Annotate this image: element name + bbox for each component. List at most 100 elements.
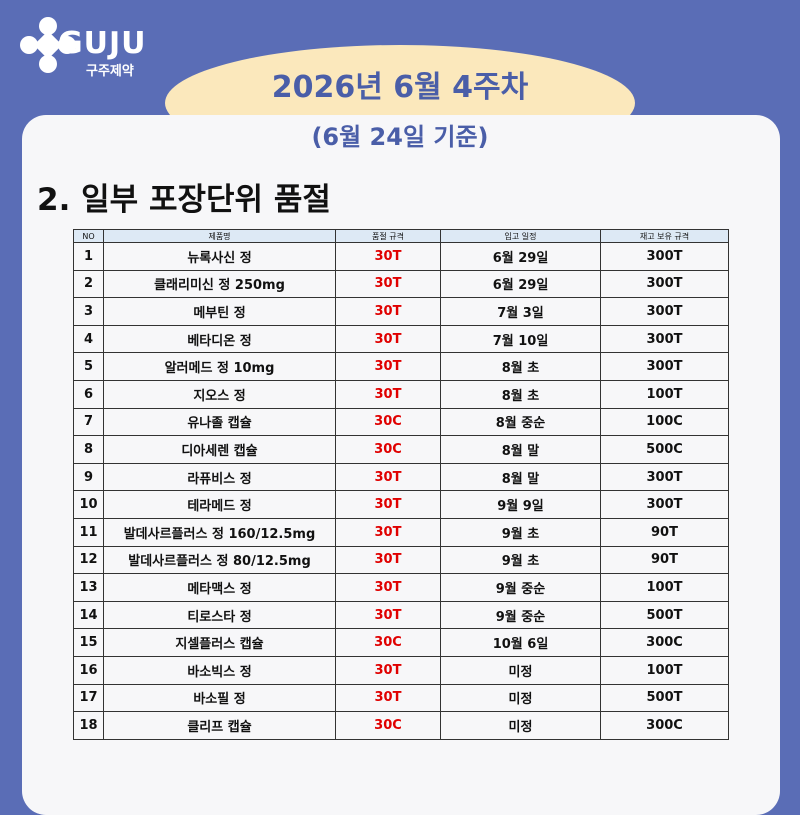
table-cell: 8월 말	[440, 462, 601, 492]
table-cell: 11	[73, 517, 104, 547]
table-cell: 알러메드 정 10mg	[103, 352, 336, 381]
table-cell: 30T	[335, 462, 441, 492]
table-cell: 30C	[335, 628, 441, 657]
table-cell: 발데사르플러스 정 160/12.5mg	[103, 517, 336, 547]
table-cell: 테라메드 정	[103, 490, 336, 519]
logo-subtitle: 구주제약	[86, 64, 134, 79]
table-cell: 티로스타 정	[103, 600, 336, 630]
table-cell: 15	[73, 628, 104, 657]
table-cell: 지오스 정	[103, 379, 336, 409]
table-cell: 30C	[335, 435, 441, 464]
table-cell: 12	[73, 545, 104, 575]
table-cell: 클리프 캡슐	[103, 711, 336, 740]
table-cell: 30T	[335, 490, 441, 519]
table-row: 14 티로스타 정 30T 9월 중순 500T	[73, 600, 729, 630]
table-cell: 6월 29일	[440, 269, 601, 299]
title: 2026년 6월 4주차	[271, 70, 529, 105]
table-cell: 30T	[335, 379, 441, 409]
table-row: 4 베타디온 정 30T 7월 10일 300T	[73, 324, 729, 354]
table-cell: 30T	[335, 269, 441, 299]
table-cell: 1	[73, 242, 104, 271]
table-cell: 300T	[600, 352, 729, 381]
table-cell: 라퓨비스 정	[103, 462, 336, 492]
column-header: NO	[73, 229, 104, 243]
table-cell: 미정	[440, 711, 601, 740]
table-cell: 뉴록사신 정	[103, 242, 336, 271]
table-row: 12 발데사르플러스 정 80/12.5mg 30T 9월 초 90T	[73, 545, 729, 575]
subtitle: (6월 24일 기준)	[311, 123, 489, 151]
table-row: 3 메부틴 정 30T 7월 3일 300T	[73, 297, 729, 326]
table-cell: 300T	[600, 490, 729, 519]
table-cell: 미정	[440, 655, 601, 685]
table-cell: 유나졸 캡슐	[103, 407, 336, 437]
table-cell: 6	[73, 379, 104, 409]
table-cell: 9월 9일	[440, 490, 601, 519]
table-row: 7 유나졸 캡슐 30C 8월 중순 100C	[73, 407, 729, 437]
table-cell: 300T	[600, 269, 729, 299]
table-cell: 7월 3일	[440, 297, 601, 326]
table-cell: 300T	[600, 297, 729, 326]
table-cell: 500T	[600, 600, 729, 630]
table-cell: 9월 중순	[440, 600, 601, 630]
column-header: 재고 보유 규격	[600, 229, 729, 243]
column-header: 품절 규격	[335, 229, 441, 243]
table-row: 10 테라메드 정 30T 9월 9일 300T	[73, 490, 729, 519]
table-row: 18 클리프 캡슐 30C 미정 300C	[73, 711, 729, 740]
table-cell: 100T	[600, 379, 729, 409]
table-cell: 클래리미신 정 250mg	[103, 269, 336, 299]
table-cell: 베타디온 정	[103, 324, 336, 354]
table-cell: 9	[73, 462, 104, 492]
table-cell: 16	[73, 655, 104, 685]
table-row: 15 지셀플러스 캡슐 30C 10월 6일 300C	[73, 628, 729, 657]
table-cell: 300C	[600, 628, 729, 657]
table-cell: 8월 초	[440, 352, 601, 381]
table-cell: 30T	[335, 655, 441, 685]
table-cell: 30T	[335, 517, 441, 547]
table-row: 17 바소필 정 30T 미정 500T	[73, 683, 729, 713]
table-cell: 14	[73, 600, 104, 630]
table-row: 6 지오스 정 30T 8월 초 100T	[73, 379, 729, 409]
table-cell: 미정	[440, 683, 601, 713]
table-row: 2 클래리미신 정 250mg 30T 6월 29일 300T	[73, 269, 729, 299]
table-cell: 500T	[600, 683, 729, 713]
table-cell: 500C	[600, 435, 729, 464]
table-cell: 8월 초	[440, 379, 601, 409]
table-row: 11 발데사르플러스 정 160/12.5mg 30T 9월 초 90T	[73, 517, 729, 547]
table-cell: 9월 초	[440, 517, 601, 547]
table-cell: 메부틴 정	[103, 297, 336, 326]
table-cell: 30T	[335, 545, 441, 575]
table-cell: 30C	[335, 711, 441, 740]
table-cell: 8월 중순	[440, 407, 601, 437]
table-cell: 메타맥스 정	[103, 573, 336, 602]
stock-table: NO 제품명 품절 규격 입고 일정 재고 보유 규격 1 뉴록사신 정 30T 6월 29일…	[73, 229, 729, 740]
table-cell: 2	[73, 269, 104, 299]
table-cell: 바소빅스 정	[103, 655, 336, 685]
logo-mark	[20, 17, 76, 73]
table-cell: 90T	[600, 517, 729, 547]
column-header: 제품명	[103, 229, 336, 243]
logo-name: GUJU	[58, 26, 147, 61]
table-cell: 100C	[600, 407, 729, 437]
table-cell: 지셀플러스 캡슐	[103, 628, 336, 657]
table-cell: 30T	[335, 352, 441, 381]
column-header: 입고 일정	[440, 229, 601, 243]
table-cell: 30C	[335, 407, 441, 437]
table-cell: 4	[73, 324, 104, 354]
table-cell: 30T	[335, 600, 441, 630]
table-cell: 30T	[335, 683, 441, 713]
table-row: 5 알러메드 정 10mg 30T 8월 초 300T	[73, 352, 729, 381]
table-cell: 8	[73, 435, 104, 464]
table-cell: 10월 6일	[440, 628, 601, 657]
table-cell: 발데사르플러스 정 80/12.5mg	[103, 545, 336, 575]
table-cell: 100T	[600, 573, 729, 602]
table-cell: 3	[73, 297, 104, 326]
table-cell: 5	[73, 352, 104, 381]
table-cell: 30T	[335, 573, 441, 602]
table-cell: 300T	[600, 462, 729, 492]
header-row: NO 제품명 품절 규격 입고 일정 재고 보유 규격	[73, 229, 729, 243]
table-cell: 30T	[335, 324, 441, 354]
table-cell: 9월 초	[440, 545, 601, 575]
table-cell: 13	[73, 573, 104, 602]
table-cell: 10	[73, 490, 104, 519]
